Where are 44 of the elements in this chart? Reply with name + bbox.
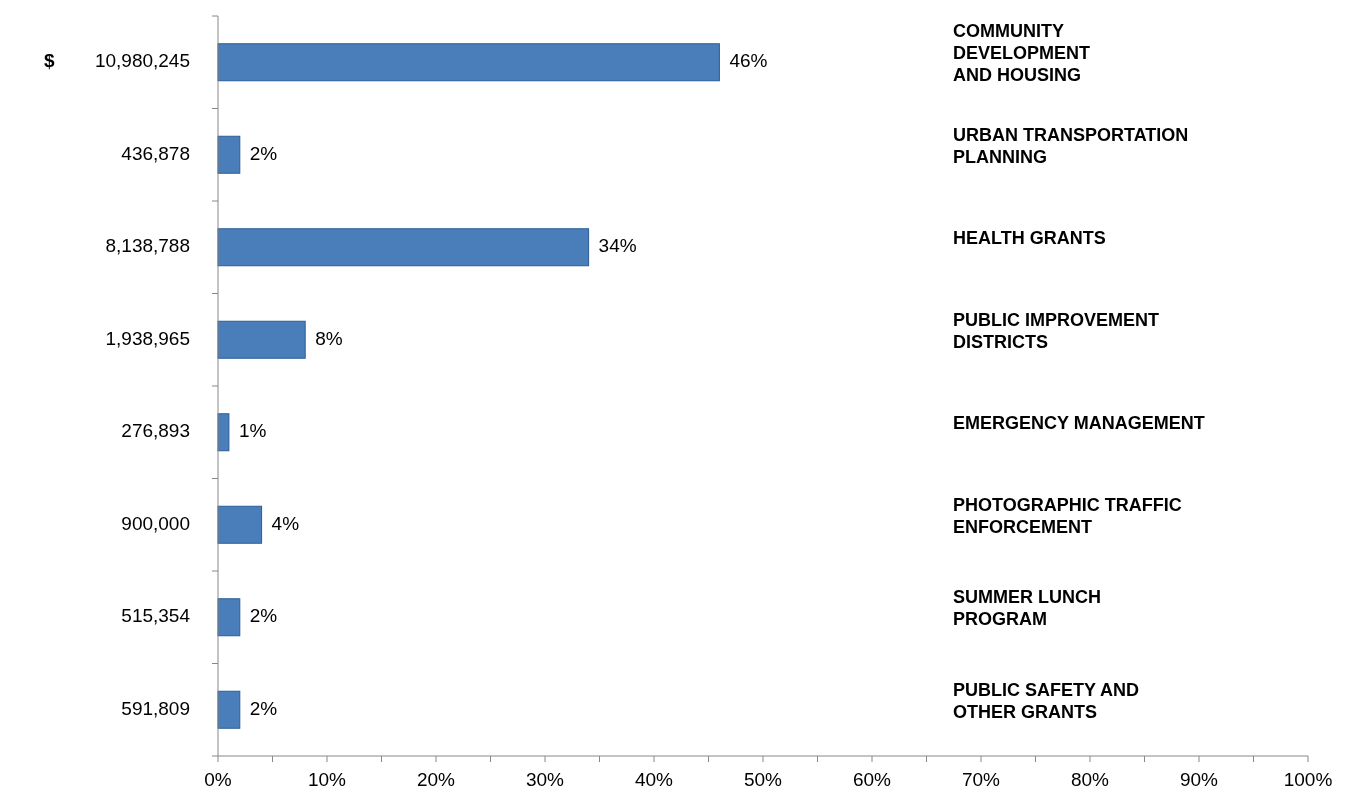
x-tick-label: 70% — [961, 769, 1001, 790]
x-tick-label: 50% — [743, 769, 783, 790]
annotation: EMERGENCY MANAGEMENT — [953, 413, 1205, 433]
x-tick-label: 90% — [1179, 769, 1219, 790]
annotation: PUBLIC IMPROVEMENT DISTRICTS — [953, 309, 1160, 352]
y-tick-label: 1,938,965 — [105, 327, 190, 349]
data-label: 8% — [315, 327, 343, 349]
data-label: 2% — [249, 605, 278, 627]
data-label: 4% — [271, 512, 300, 534]
bar — [217, 413, 230, 452]
bar — [217, 135, 241, 174]
x-tick-label: 30% — [525, 769, 565, 790]
data-label: 46% — [729, 50, 768, 72]
bar — [217, 690, 241, 729]
x-tick-label: 40% — [634, 769, 674, 790]
annotation: HEALTH GRANTS — [953, 228, 1106, 248]
annotation: COMMUNITY DEVELOPMENT AND HOUSING — [953, 21, 1091, 85]
data-label: 34% — [598, 235, 637, 257]
y-tick-label: 8,138,788 — [105, 235, 190, 257]
bar — [217, 320, 306, 359]
annotation: URBAN TRANSPORTATION PLANNING — [953, 124, 1189, 167]
y-tick-label: 900,000 — [121, 512, 190, 534]
x-tick-label: 60% — [852, 769, 892, 790]
y-tick-label: 436,878 — [121, 142, 190, 164]
data-label: 2% — [249, 697, 278, 719]
x-tick-label: 80% — [1070, 769, 1110, 790]
bar — [217, 43, 720, 82]
annotation: PHOTOGRAPHIC TRAFFIC ENFORCEMENT — [953, 494, 1182, 537]
text: $ — [44, 50, 55, 72]
bar — [217, 505, 263, 544]
x-tick-label: 0% — [204, 769, 232, 790]
annotation: PUBLIC SAFETY AND OTHER GRANTS — [953, 679, 1140, 722]
x-tick-label: 100% — [1283, 769, 1333, 790]
data-label: 2% — [249, 142, 278, 164]
y-tick-label: 10,980,245 — [94, 50, 190, 72]
annotation: SUMMER LUNCH PROGRAM — [953, 587, 1101, 629]
y-tick-label: 276,893 — [121, 420, 190, 442]
x-tick-label: 20% — [416, 769, 456, 790]
data-label: 1% — [238, 420, 267, 442]
y-tick-label: 591,809 — [121, 697, 190, 719]
y-tick-label: 515,354 — [121, 605, 191, 627]
x-tick-label: 10% — [307, 769, 347, 790]
bar — [217, 598, 241, 637]
bar — [217, 228, 590, 267]
